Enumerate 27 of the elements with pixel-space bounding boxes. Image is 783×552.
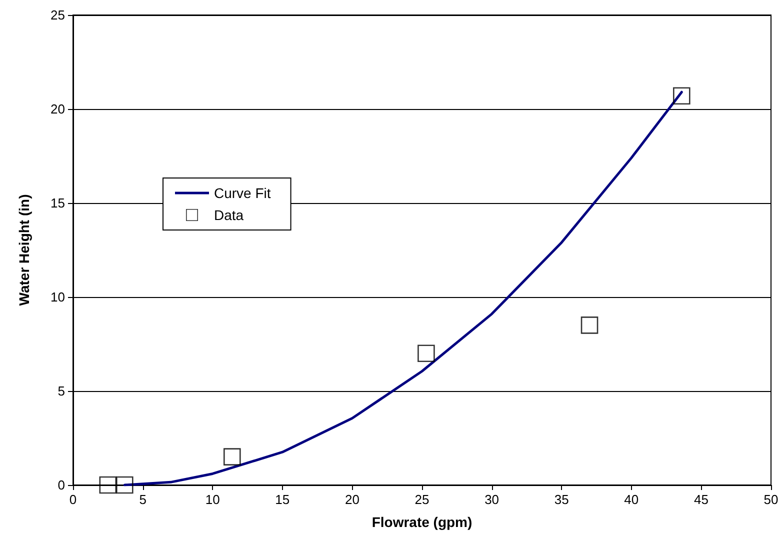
y-tick-label: 5 [58,384,65,398]
point [418,344,435,362]
y-tick-label: 10 [50,290,65,304]
y-tick-label: 25 [50,8,65,22]
x-tick-label: 40 [624,492,639,507]
x-tick-label: 0 [69,492,77,507]
x-tick-label: 50 [764,492,778,507]
point [223,448,241,466]
x-tick-label: 10 [205,492,220,507]
x-tick-label: 35 [554,492,569,507]
point [673,87,690,104]
y-tick-label: 0 [58,478,65,492]
x-tick-label: 20 [344,492,360,507]
x-tick-label: 25 [414,492,430,507]
x-tick-label: 5 [139,492,146,507]
legend-label: Data [214,207,244,223]
x-axis-title: Flowrate (gpm) [372,514,472,530]
point [580,316,598,334]
x-tick-label: 15 [275,492,290,507]
x-tick-label: 30 [484,492,500,507]
point [99,476,117,494]
y-axis-title: Water Height (in) [16,194,32,306]
legend-label: Curve Fit [214,185,271,201]
y-tick-label: 20 [50,102,65,116]
y-tick-label: 15 [50,196,65,210]
x-tick-label: 45 [694,492,708,507]
point [116,476,134,494]
